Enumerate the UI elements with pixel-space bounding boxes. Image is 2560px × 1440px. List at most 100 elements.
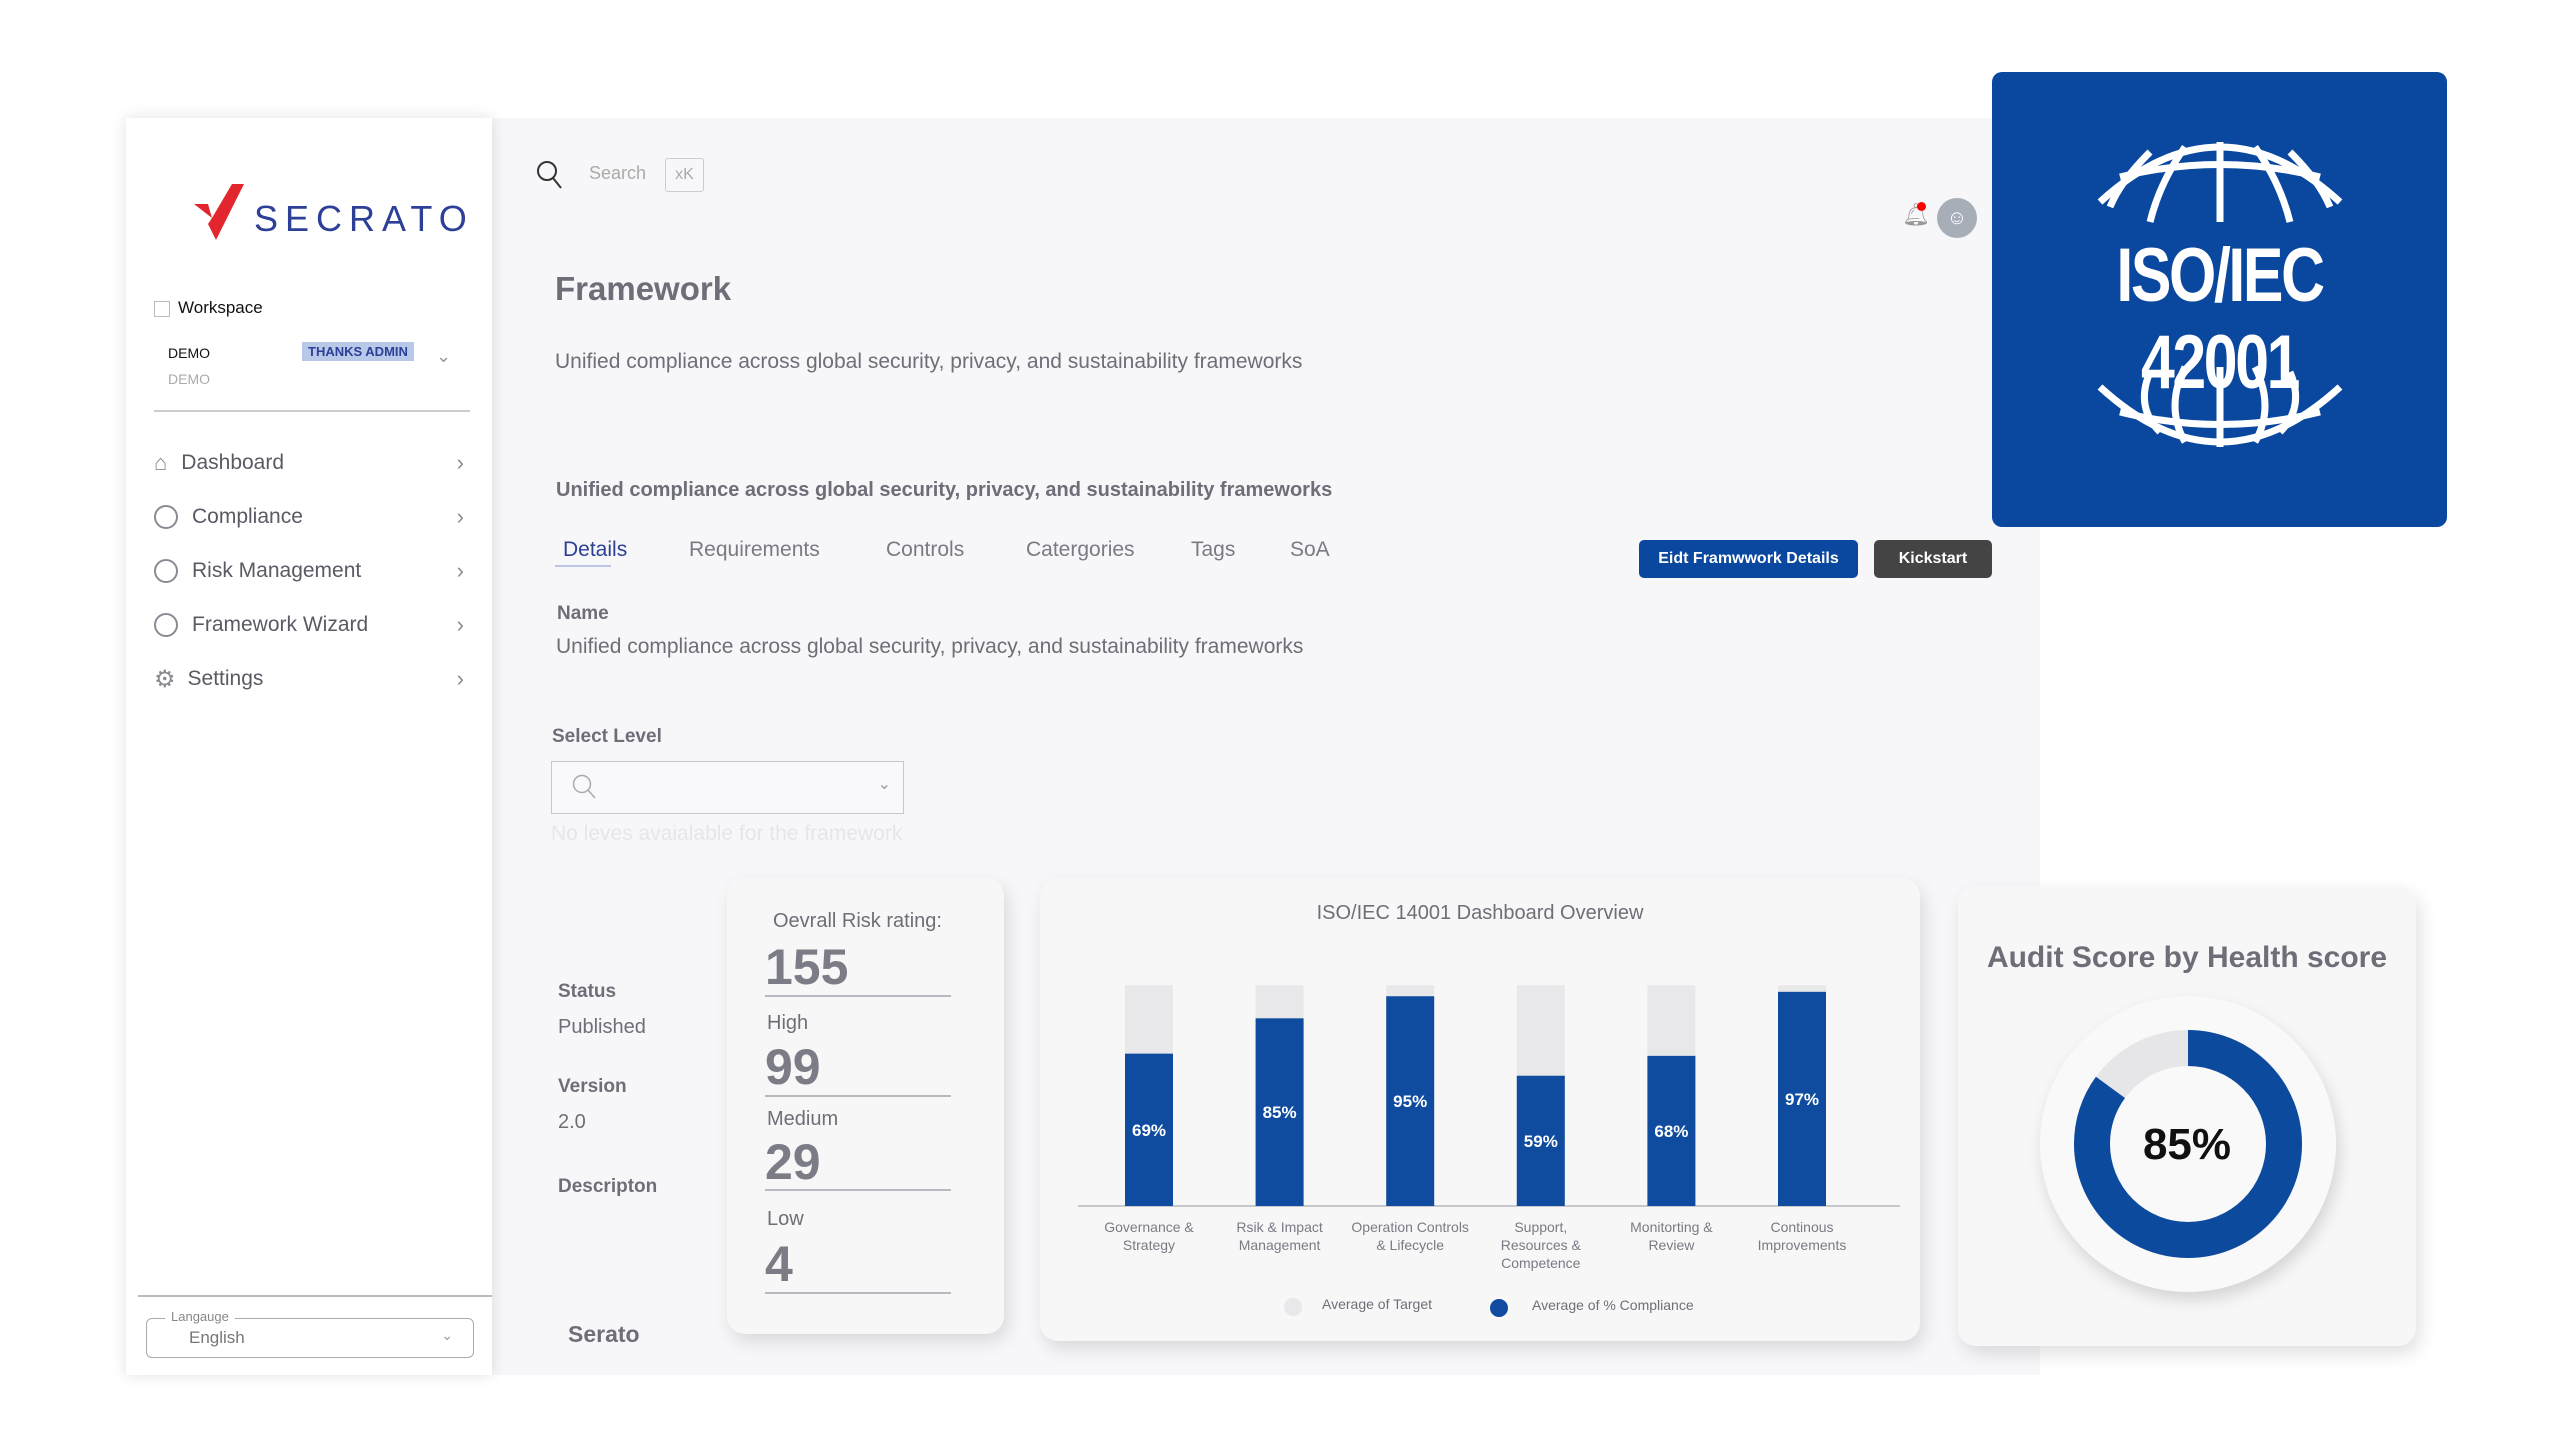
sidebar-item-risk-management[interactable]: Risk Management ›: [154, 551, 464, 591]
gear-icon: ⚙: [154, 665, 176, 693]
divider: [765, 1189, 951, 1191]
section-heading: Unified compliance across global securit…: [556, 479, 1333, 501]
overall-risk-value: 155: [765, 939, 849, 995]
search-input[interactable]: Search: [589, 163, 647, 183]
chevron-right-icon: ›: [456, 504, 464, 529]
bar-data-label: 69%: [1132, 1121, 1166, 1140]
sidebar-item-label: Settings: [187, 667, 264, 690]
sidebar-item-framework-wizard[interactable]: Framework Wizard ›: [154, 605, 464, 645]
workspace-label: Workspace: [178, 298, 263, 317]
sidebar-item-label: Framework Wizard: [192, 613, 369, 636]
tab-soa[interactable]: SoA: [1290, 538, 1330, 561]
kickstart-button[interactable]: Kickstart: [1874, 540, 1992, 578]
sidebar-item-dashboard[interactable]: ⌂ Dashboard ›: [154, 443, 464, 483]
x-tick-label: Operation Controls & Lifecycle: [1351, 1219, 1469, 1253]
sidebar-item-compliance[interactable]: Compliance ›: [154, 497, 464, 537]
sidebar-item-settings[interactable]: ⚙ Settings ›: [154, 659, 464, 699]
name-value: Unified compliance across global securit…: [556, 635, 1304, 658]
donut-progress: [2074, 1030, 2302, 1258]
active-tab-indicator: [555, 565, 611, 567]
version-value: 2.0: [558, 1111, 586, 1133]
globe-top-icon: [2097, 142, 2343, 223]
workspace-badge: THANKS ADMIN: [302, 342, 414, 361]
medium-label: Medium: [767, 1108, 839, 1130]
notification-dot: [1917, 202, 1926, 211]
workspace-sub: DEMO: [168, 371, 210, 387]
chevron-down-icon: ⌄: [877, 776, 891, 793]
page-title: Framework: [555, 270, 732, 307]
high-label: High: [767, 1012, 809, 1034]
edit-framework-button[interactable]: Eidt Framwwork Details: [1639, 540, 1858, 578]
audit-donut: [2074, 1030, 2302, 1258]
home-icon: ⌂: [154, 450, 168, 475]
x-tick-label: Monitorting & Review: [1630, 1219, 1713, 1253]
x-tick-label: Support, Resources & Competence: [1500, 1219, 1581, 1271]
name-label: Name: [557, 603, 609, 624]
sidebar-item-label: Dashboard: [181, 451, 285, 474]
language-value: English: [189, 1328, 245, 1347]
avatar[interactable]: ☺: [1937, 198, 1977, 238]
x-tick-label: Governance & Strategy: [1104, 1219, 1194, 1253]
risk-rating-card: Oevrall Risk rating: 155 High 99 Medium …: [727, 878, 1004, 1334]
high-value: 99: [765, 1039, 821, 1095]
bar-data-label: 85%: [1263, 1103, 1297, 1122]
divider: [154, 410, 470, 412]
tab-categories[interactable]: Catergories: [1026, 538, 1135, 561]
logo-text: SECRATO: [254, 198, 474, 239]
sidebar-item-label: Compliance: [192, 505, 303, 528]
search-shortcut: xK: [665, 158, 704, 192]
medium-value: 29: [765, 1134, 821, 1190]
select-level-helper: No leves avaialable for the framework: [551, 822, 903, 845]
chevron-right-icon: ›: [456, 666, 464, 691]
chevron-right-icon: ›: [456, 558, 464, 583]
legend-compliance-swatch: [1490, 1299, 1508, 1317]
workspace-checkbox[interactable]: [154, 301, 170, 317]
dashboard-overview-chart: ISO/IEC 14001 Dashboard Overview 69% 85% 9…: [1040, 878, 1920, 1341]
sidebar: SECRATO Workspace DEMO DEMO THANKS ADMIN…: [126, 118, 492, 1375]
circle-icon: [154, 505, 178, 529]
bar-data-label: 97%: [1785, 1090, 1819, 1109]
sidebar-item-label: Risk Management: [192, 559, 362, 582]
secrato-logo[interactable]: SECRATO: [194, 184, 467, 246]
chevron-right-icon: ›: [456, 612, 464, 637]
legend-target-swatch: [1284, 1298, 1302, 1316]
divider: [765, 1292, 951, 1294]
chart-plot: 69% 85% 95% 59% 68% 97%: [1078, 985, 1900, 1207]
low-label: Low: [767, 1208, 804, 1230]
bar-data-label: 95%: [1393, 1092, 1427, 1111]
search-icon[interactable]: [536, 160, 564, 190]
bar-compliance: [1255, 1018, 1304, 1206]
search-icon: [572, 774, 596, 799]
chevron-right-icon: ›: [456, 450, 464, 475]
language-select[interactable]: Langauge English ⌄: [146, 1309, 474, 1358]
bar-compliance: [1125, 1053, 1173, 1206]
audit-title: Audit Score by Health score: [1986, 941, 2388, 974]
divider: [765, 1095, 951, 1097]
circle-icon: [154, 613, 178, 637]
divider: [765, 995, 951, 997]
circle-icon: [154, 559, 178, 583]
tab-tags[interactable]: Tags: [1191, 538, 1236, 561]
workspace-name: DEMO: [168, 345, 210, 361]
tab-requirements[interactable]: Requirements: [689, 538, 820, 561]
bar-compliance: [1386, 996, 1435, 1206]
globe-bottom-icon: [2097, 365, 2343, 447]
bar-data-label: 68%: [1654, 1122, 1688, 1141]
page-subtitle: Unified compliance across global securit…: [555, 350, 1303, 373]
version-label: Version: [558, 1076, 627, 1097]
legend-target-label: Average of Target: [1322, 1296, 1433, 1312]
tab-details[interactable]: Details: [563, 538, 628, 561]
select-level-label: Select Level: [552, 726, 662, 747]
x-tick-label: Rsik & Impact Management: [1236, 1219, 1323, 1253]
select-level-dropdown[interactable]: ⌄: [551, 761, 904, 814]
iso-badge: ISO/IEC 42001: [1992, 72, 2447, 527]
bar-compliance: [1516, 1075, 1565, 1206]
footer-name: Serato: [568, 1321, 640, 1347]
workspace-chevron-icon[interactable]: ⌄: [436, 346, 452, 366]
description-label: Descripton: [558, 1176, 658, 1197]
x-tick-label: Continous Improvements: [1757, 1219, 1847, 1253]
language-label: Langauge: [165, 1309, 235, 1324]
audit-score-card: Audit Score by Health score 85%: [1958, 886, 2416, 1346]
chart-title: ISO/IEC 14001 Dashboard Overview: [1316, 902, 1644, 924]
tab-controls[interactable]: Controls: [886, 538, 965, 561]
